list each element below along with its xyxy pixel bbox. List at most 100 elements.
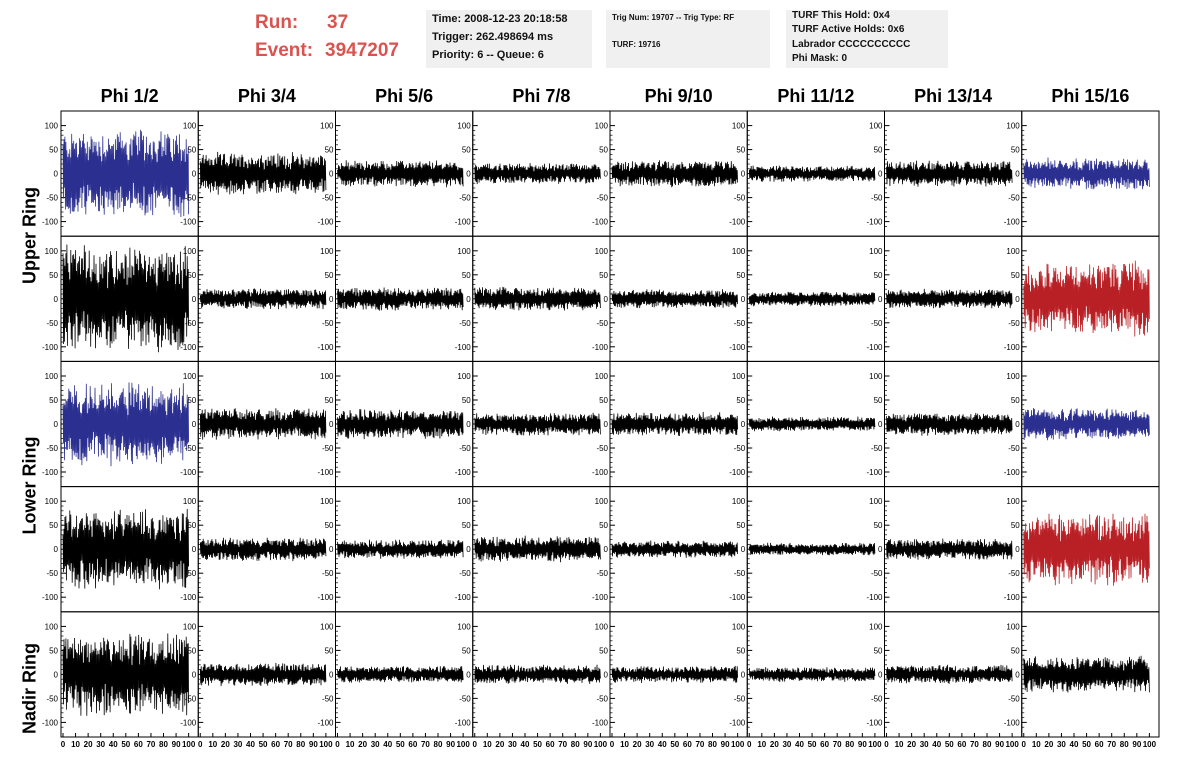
y-tick-label: -100 [42,343,59,352]
y-tick-label: -100 [866,468,883,477]
y-tick-label: 0 [329,545,334,554]
y-tick-label: 100 [595,247,609,256]
y-tick-label: 100 [595,122,609,131]
x-tick-label: 70 [558,740,567,749]
y-tick-label: -100 [866,718,883,727]
y-tick-label: -50 [185,444,197,453]
y-tick-label: 100 [183,122,197,131]
waveform-panel: 100 50 0 -50 -100 [317,611,474,738]
waveform-panel: 100 50 0 -50 -100 [180,486,336,613]
waveform-panel: 100 50 0 -50 -100 [729,110,885,237]
x-tick-label: 20 [358,740,367,749]
y-tick-label: 100 [320,372,334,381]
y-tick-label: 0 [1015,670,1020,679]
y-tick-label: -100 [180,218,197,227]
y-tick-label: -100 [180,593,197,602]
y-tick-label: 50 [462,396,471,405]
turf-info-box: TURF This Hold: 0x4 TURF Active Holds: 0… [786,10,948,68]
x-tick-label: 40 [109,740,118,749]
x-tick-label: 60 [957,740,966,749]
y-tick-label: 0 [54,420,59,429]
waveform-trace [474,286,601,311]
trigger-text: Trigger: 262.498694 ms [432,31,554,43]
y-tick-label: 0 [466,545,471,554]
y-tick-label: 0 [329,670,334,679]
y-tick-label: 50 [874,646,883,655]
waveform-trace [1023,260,1150,337]
trig-info-box: Trig Num: 19707 -- Trig Type: RF TURF: 1… [606,10,770,68]
y-tick-label: 100 [45,622,59,631]
waveform-trace [62,633,189,716]
y-tick-label: 0 [741,170,746,179]
x-tick-label: 10 [1032,740,1041,749]
waveform-panel: 100 50 0 -50 -100 [455,611,611,738]
y-tick-label: -50 [322,694,334,703]
x-tick-label: 30 [782,740,791,749]
waveform-trace [1023,513,1150,586]
x-tick-label: 80 [571,740,580,749]
x-tick-label: 60 [820,740,829,749]
waveform-panel: 100 50 0 -50 -100 [1004,360,1160,488]
waveform-panel: 100 50 0 -50 -100 [1004,611,1160,738]
x-tick-label: 30 [920,740,929,749]
y-tick-label: -50 [1008,694,1020,703]
column-header: Phi 9/10 [644,86,713,106]
x-tick-label: 100 [182,740,196,749]
y-tick-label: -100 [1004,218,1021,227]
y-tick-label: 50 [1011,396,1020,405]
column-header: Phi 13/14 [914,86,993,106]
waveform-panel: 100 50 0 -50 -100 [180,110,336,237]
x-tick-label: 0 [61,740,66,749]
x-tick-label: 80 [159,740,168,749]
y-tick-label: 0 [192,670,197,679]
x-tick-label: 80 [845,740,854,749]
y-tick-label: -50 [46,569,58,578]
column-header: Phi 15/16 [1051,86,1130,106]
y-tick-label: 0 [741,670,746,679]
y-tick-label: -50 [596,444,608,453]
y-tick-label: 100 [45,497,59,506]
y-tick-label: 100 [595,497,609,506]
waveform-panel: 100 50 0 -50 -100 [42,110,199,237]
x-tick-label: 10 [346,740,355,749]
y-tick-label: 50 [462,646,471,655]
y-tick-label: -100 [729,468,746,477]
x-tick-label: 60 [1095,740,1104,749]
waveform-panel: 100 50 0 -50 -100 [455,486,611,613]
x-tick-label: 70 [833,740,842,749]
waveform-panel: 100 50 0 -50 -100 [42,360,199,488]
y-tick-label: -50 [459,569,471,578]
x-tick-label: 10 [757,740,766,749]
x-tick-label: 100 [456,740,470,749]
x-tick-label: 80 [296,740,305,749]
waveform-trace [748,667,876,683]
x-tick-label: 70 [1107,740,1116,749]
y-tick-label: 50 [736,521,745,530]
y-tick-label: 0 [741,295,746,304]
column-header: Phi 11/12 [777,86,855,106]
x-tick-label: 0 [198,740,203,749]
x-tick-label: 60 [408,740,417,749]
y-tick-label: -50 [1008,569,1020,578]
y-tick-label: 50 [874,521,883,530]
x-tick-label: 50 [945,740,954,749]
x-tick-label: 20 [495,740,504,749]
y-tick-label: -50 [734,694,746,703]
waveform-panel: 100 50 0 -50 -100 [1004,235,1160,362]
x-tick-label: 90 [583,740,592,749]
y-tick-label: 0 [878,670,883,679]
y-tick-label: 50 [736,146,745,155]
x-tick-label: 0 [473,740,478,749]
x-tick-label: 0 [610,740,615,749]
y-tick-label: 0 [604,670,609,679]
turf-text: TURF: 19716 [612,40,661,49]
y-tick-label: 50 [187,646,196,655]
x-tick-label: 70 [970,740,979,749]
y-tick-label: -100 [1004,343,1021,352]
y-tick-label: -50 [596,569,608,578]
waveform-panel: 100 50 0 -50 -100 [866,235,1023,362]
y-tick-label: -50 [459,194,471,203]
waveform-panel: 100 50 0 -50 -100 [42,486,199,613]
y-tick-label: -100 [180,468,197,477]
y-tick-label: -100 [180,343,197,352]
